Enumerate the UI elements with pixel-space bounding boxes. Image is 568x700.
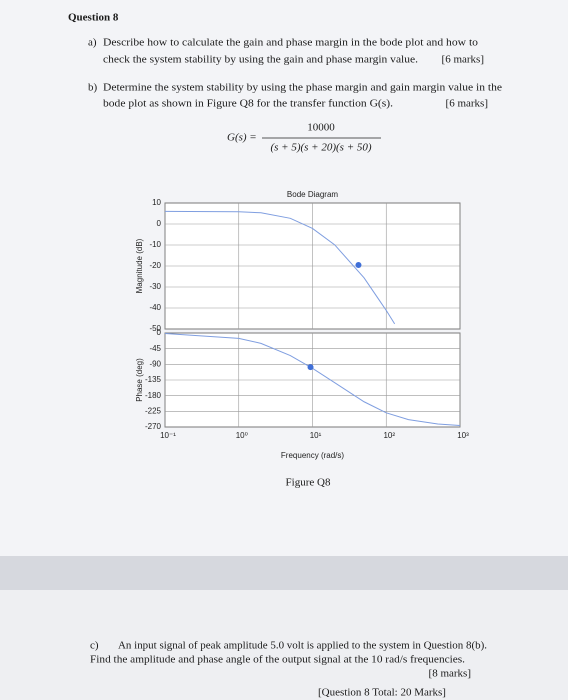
question-title: Question 8	[68, 12, 119, 24]
y-tick-label: 0	[157, 328, 162, 337]
part-label: c)	[90, 640, 99, 652]
y-tick-label: -180	[145, 391, 162, 400]
y-tick-label: -45	[149, 344, 161, 353]
series-line	[165, 210, 396, 325]
paper-bottom	[0, 590, 568, 700]
formula-lhs: G(s) =	[227, 132, 257, 144]
part-marks: [6 marks]	[446, 98, 488, 110]
series-line	[165, 333, 460, 427]
x-tick-label: 10¹	[310, 431, 322, 440]
y-tick-label: 10	[152, 198, 161, 207]
part-text: check the system stability by using the …	[103, 54, 418, 66]
part-label: b)	[88, 82, 98, 94]
y-tick-label: -225	[145, 406, 162, 415]
y-tick-label: -20	[149, 261, 161, 270]
chart-title: Bode Diagram	[287, 190, 338, 199]
marker	[307, 364, 314, 371]
y-tick-label: -30	[149, 282, 161, 291]
separator	[0, 556, 568, 590]
y-tick-label: -10	[149, 240, 161, 249]
part-text: bode plot as shown in Figure Q8 for the …	[103, 98, 393, 110]
y-tick-label: 0	[157, 219, 162, 228]
y-tick-label: -90	[149, 359, 161, 368]
part-text: Determine the system stability by using …	[103, 82, 502, 94]
y-tick-label: -135	[145, 375, 162, 384]
y-tick-label: -270	[145, 422, 162, 431]
x-tick-label: 10²	[383, 431, 395, 440]
part-text: Describe how to calculate the gain and p…	[103, 37, 479, 49]
x-tick-label: 10⁻¹	[160, 431, 176, 440]
formula-numerator: 10000	[307, 122, 335, 134]
question-total: [Question 8 Total: 20 Marks]	[318, 687, 446, 699]
y-tick-label: -50	[149, 324, 161, 333]
x-axis-label: Frequency (rad/s)	[281, 451, 344, 460]
y-tick-label: -40	[149, 303, 161, 312]
x-tick-label: 10³	[457, 431, 469, 440]
x-tick-label: 10⁰	[236, 431, 248, 440]
part-marks: [6 marks]	[442, 54, 484, 66]
marker	[355, 261, 362, 268]
part-text: An input signal of peak amplitude 5.0 vo…	[118, 640, 487, 652]
y-axis-label: Magnitude (dB)	[135, 238, 144, 293]
part-text: Find the amplitude and phase angle of th…	[90, 654, 465, 666]
y-axis-label: Phase (deg)	[135, 358, 144, 402]
figure-caption: Figure Q8	[286, 477, 331, 489]
formula-denominator: (s + 5)(s + 20)(s + 50)	[270, 142, 371, 154]
part-label: a)	[88, 37, 97, 49]
part-marks: [8 marks]	[429, 668, 471, 680]
